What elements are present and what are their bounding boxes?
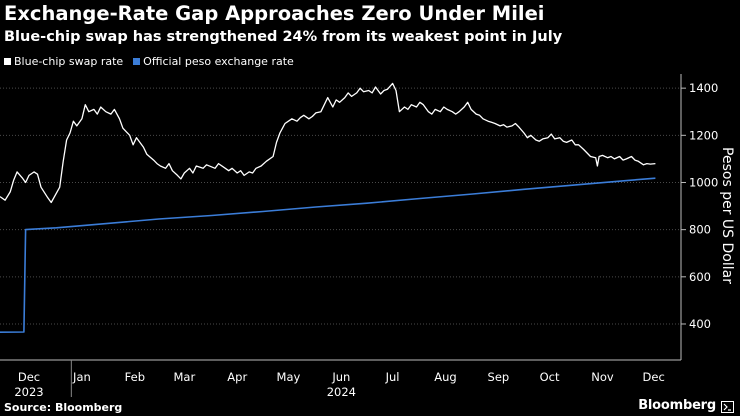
x-tick-label: Oct: [540, 370, 560, 384]
y-axis-title: Pesos per US Dollar: [719, 147, 735, 284]
axes: [0, 74, 686, 397]
series-lines: [0, 82, 656, 333]
series-line-official: [0, 177, 656, 333]
x-tick-label: Nov: [591, 370, 614, 384]
y-tick-label: 600: [689, 270, 711, 284]
source-note: Source: Bloomberg: [4, 401, 123, 414]
x-tick-label: Aug: [434, 370, 456, 384]
x-tick-label: Jul: [385, 370, 400, 384]
y-tick-label: 400: [689, 317, 711, 331]
y-tick-label: 1200: [689, 128, 718, 142]
x-tick-label: May: [277, 370, 301, 384]
legend-item-blue-chip: Blue-chip swap rate: [4, 55, 123, 68]
y-tick-label: 800: [689, 223, 711, 237]
x-tick-label: Mar: [173, 370, 195, 384]
y-tick-label: 1400: [689, 81, 718, 95]
x-tick-label: Jan: [72, 370, 91, 384]
y-tick-label: 1000: [689, 175, 718, 189]
x-tick-label: Feb: [125, 370, 145, 384]
legend-swatch-blue-chip: [4, 58, 11, 65]
tick-labels: 400 600 800 1000 1200 1400 Dec Jan Feb Mar Apr May J…: [14, 81, 735, 399]
series-line-blue-chip: [0, 82, 656, 204]
gridlines: [0, 87, 681, 325]
legend-item-official: Official peso exchange rate: [133, 55, 294, 68]
x-tick-label: Jun: [331, 370, 350, 384]
chart-title: Exchange-Rate Gap Approaches Zero Under …: [4, 2, 545, 25]
chart-subtitle: Blue-chip swap has strengthened 24% from…: [4, 29, 563, 45]
bloomberg-logo: Bloomberg: [638, 398, 716, 413]
x-tick-label: Sep: [488, 370, 510, 384]
legend-label-blue-chip: Blue-chip swap rate: [14, 55, 124, 68]
legend-swatch-official: [133, 58, 141, 65]
x-year-label: 2024: [327, 385, 356, 399]
x-year-label: 2023: [14, 385, 43, 399]
legend-label-official: Official peso exchange rate: [143, 55, 294, 68]
x-tick-label: Dec: [643, 370, 665, 384]
x-tick-label: Dec: [18, 370, 40, 384]
bloomberg-terminal-icon: [721, 401, 734, 413]
legend: Blue-chip swap rate Official peso exchan…: [4, 55, 294, 68]
x-tick-label: Apr: [227, 370, 247, 384]
